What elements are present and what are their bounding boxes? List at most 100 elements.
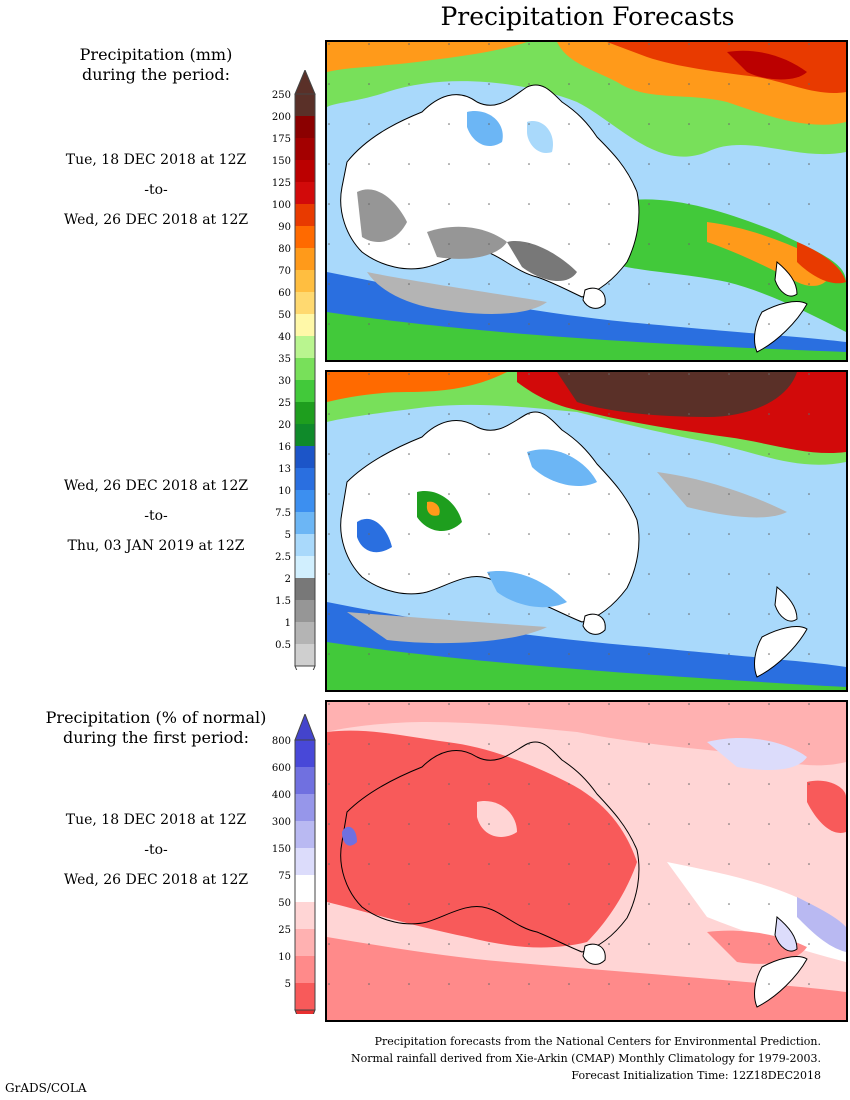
precip-scale-swatch bbox=[295, 116, 315, 138]
pct-scale-swatch bbox=[295, 821, 315, 848]
precip-scale-tick-label: 60 bbox=[278, 288, 291, 299]
precip-scale-swatch bbox=[295, 94, 315, 116]
precip-scale-tick-label: 10 bbox=[278, 486, 291, 497]
precip-scale-tick-label: 175 bbox=[272, 134, 291, 145]
pct-scale-swatch bbox=[295, 956, 315, 983]
pct-scale-swatch bbox=[295, 902, 315, 929]
pct-heading-line2: during the first period: bbox=[62, 728, 250, 747]
period1-end: Wed, 26 DEC 2018 at 12Z bbox=[63, 212, 249, 228]
precip-scale-swatch bbox=[295, 226, 315, 248]
precip-scale-swatch bbox=[295, 204, 315, 226]
precip-scale-tick-label: 40 bbox=[278, 332, 291, 343]
precip-scale-tick-label: 90 bbox=[278, 222, 291, 233]
precip-scale-swatch bbox=[295, 512, 315, 534]
pct-scale-swatch bbox=[295, 929, 315, 956]
precip-scale-swatch bbox=[295, 336, 315, 358]
pct-scale-swatch bbox=[295, 767, 315, 794]
period3-start: Tue, 18 DEC 2018 at 12Z bbox=[65, 812, 247, 828]
precip-scale-tick-label: 1 bbox=[285, 618, 291, 629]
pct-heading: Precipitation (% of normal) during the f… bbox=[40, 708, 272, 748]
period1-to: -to- bbox=[144, 182, 168, 198]
precip-scale-tick-label: 7.5 bbox=[275, 508, 291, 519]
precip-scale-tick-label: 70 bbox=[278, 266, 291, 277]
precip-scale-tick-label: 13 bbox=[278, 464, 291, 475]
period2-end: Thu, 03 JAN 2019 at 12Z bbox=[67, 538, 245, 554]
precip-scale-swatch bbox=[295, 644, 315, 666]
precip-scale-outline bbox=[294, 93, 316, 667]
footer-line3: Forecast Initialization Time: 12Z18DEC20… bbox=[571, 1069, 821, 1082]
pct-scale-tick-label: 75 bbox=[278, 871, 291, 882]
footer-line1: Precipitation forecasts from the Nationa… bbox=[374, 1035, 821, 1048]
pct-scale-tick-label: 800 bbox=[272, 736, 291, 747]
precip-scale-tick-label: 80 bbox=[278, 244, 291, 255]
precip-scale-tick-label: 20 bbox=[278, 420, 291, 431]
precip-scale-bottom-arrow bbox=[294, 665, 316, 670]
pct-scale-tick-label: 400 bbox=[272, 790, 291, 801]
precip-scale-tick-label: 5 bbox=[285, 530, 291, 541]
precip-scale-swatch bbox=[295, 270, 315, 292]
pct-scale-tick-label: 600 bbox=[272, 763, 291, 774]
precip-scale-swatch bbox=[295, 534, 315, 556]
period2-to: -to- bbox=[144, 508, 168, 524]
pct-scale-tick-label: 10 bbox=[278, 952, 291, 963]
pct-scale-outline bbox=[294, 739, 316, 1011]
period2-start: Wed, 26 DEC 2018 at 12Z bbox=[63, 478, 249, 494]
pct-scale-tick-label: 50 bbox=[278, 898, 291, 909]
precip-scale-tick-label: 1.5 bbox=[275, 596, 291, 607]
forecast-map-period2 bbox=[325, 370, 848, 692]
precip-scale-swatch bbox=[295, 182, 315, 204]
credit: GrADS/COLA bbox=[5, 1081, 87, 1095]
precip-scale-tick-label: 2.5 bbox=[275, 552, 291, 563]
pct-scale-swatch bbox=[295, 740, 315, 767]
pct-heading-line1: Precipitation (% of normal) bbox=[45, 708, 267, 727]
precip-scale-tick-label: 200 bbox=[272, 112, 291, 123]
period3-to: -to- bbox=[144, 842, 168, 858]
page-title: Precipitation Forecasts bbox=[440, 2, 735, 31]
precip-scale-tick-label: 100 bbox=[272, 200, 291, 211]
precip-scale-swatch bbox=[295, 358, 315, 380]
precip-heading-line2: during the period: bbox=[82, 65, 230, 84]
pct-scale-swatch bbox=[295, 794, 315, 821]
precip-color-scale: 2502001751501251009080706050403530252016… bbox=[272, 70, 316, 670]
precip-scale-swatch bbox=[295, 578, 315, 600]
precip-scale-tick-label: 2 bbox=[285, 574, 291, 585]
pct-scale-swatch bbox=[295, 875, 315, 902]
precip-scale-tick-label: 25 bbox=[278, 398, 291, 409]
pct-scale-bottom-arrow bbox=[294, 1009, 316, 1014]
precip-scale-swatch bbox=[295, 424, 315, 446]
pct-scale-tick-label: 150 bbox=[272, 844, 291, 855]
precip-scale-tick-label: 150 bbox=[272, 156, 291, 167]
precip-scale-tick-label: 16 bbox=[278, 442, 291, 453]
precip-scale-swatch bbox=[295, 556, 315, 578]
precip-scale-swatch bbox=[295, 160, 315, 182]
precip-scale-swatch bbox=[295, 402, 315, 424]
pct-scale-tick-label: 25 bbox=[278, 925, 291, 936]
precip-scale-tick-label: 30 bbox=[278, 376, 291, 387]
precip-scale-swatch bbox=[295, 600, 315, 622]
pct-scale-tick-label: 300 bbox=[272, 817, 291, 828]
pct-scale-top-arrow bbox=[294, 714, 316, 741]
pct-color-scale: 800 600 400 300 150 75 50 25 10 5 bbox=[272, 714, 316, 1014]
forecast-map-period1 bbox=[325, 40, 848, 362]
precip-scale-swatch bbox=[295, 248, 315, 270]
period1-start: Tue, 18 DEC 2018 at 12Z bbox=[65, 152, 247, 168]
pct-scale-tick-label: 5 bbox=[285, 979, 291, 990]
precip-scale-tick-label: 50 bbox=[278, 310, 291, 321]
precip-scale-swatch bbox=[295, 138, 315, 160]
precip-scale-swatch bbox=[295, 468, 315, 490]
precip-heading: Precipitation (mm) during the period: bbox=[40, 45, 272, 85]
pct-normal-map bbox=[325, 700, 848, 1022]
precip-scale-tick-label: 125 bbox=[272, 178, 291, 189]
precip-scale-tick-label: 250 bbox=[272, 90, 291, 101]
period3-end: Wed, 26 DEC 2018 at 12Z bbox=[63, 872, 249, 888]
precip-scale-tick-label: 35 bbox=[278, 354, 291, 365]
precip-scale-swatch bbox=[295, 446, 315, 468]
precip-scale-top-arrow bbox=[294, 70, 316, 95]
precip-scale-swatch bbox=[295, 314, 315, 336]
precip-scale-swatch bbox=[295, 380, 315, 402]
pct-scale-swatch bbox=[295, 848, 315, 875]
precip-scale-swatch bbox=[295, 490, 315, 512]
precip-scale-swatch bbox=[295, 292, 315, 314]
precip-scale-swatch bbox=[295, 622, 315, 644]
footer-line2: Normal rainfall derived from Xie-Arkin (… bbox=[351, 1052, 821, 1065]
